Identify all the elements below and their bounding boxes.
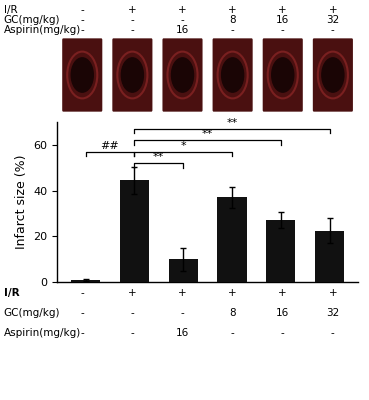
Text: +: + [279,5,287,15]
Text: GC(mg/kg): GC(mg/kg) [4,15,60,25]
Circle shape [222,58,244,92]
Text: +: + [228,288,237,298]
Text: 16: 16 [276,308,289,318]
FancyBboxPatch shape [213,38,253,112]
Circle shape [172,58,193,92]
Text: +: + [128,288,137,298]
Text: 16: 16 [176,328,189,338]
Text: GC(mg/kg): GC(mg/kg) [4,308,60,318]
Text: -: - [131,328,134,338]
Text: 16: 16 [276,15,289,25]
Circle shape [322,58,344,92]
Bar [266,220,296,282]
Text: -: - [281,25,284,35]
Text: -: - [80,288,84,298]
Text: +: + [178,288,187,298]
Text: ##: ## [100,141,119,151]
FancyBboxPatch shape [162,38,203,112]
FancyBboxPatch shape [263,38,303,112]
Text: +: + [228,5,237,15]
Text: +: + [178,5,187,15]
Circle shape [71,58,93,92]
Text: I/R: I/R [4,288,19,298]
Text: 8: 8 [229,15,236,25]
Text: -: - [181,15,184,25]
FancyBboxPatch shape [62,38,102,112]
Text: +: + [328,288,337,298]
Text: 16: 16 [176,25,189,35]
Text: -: - [331,25,335,35]
Text: -: - [331,328,335,338]
Text: 32: 32 [326,308,339,318]
Bar [169,259,198,282]
Text: **: ** [226,118,238,128]
Text: Aspirin(mg/kg): Aspirin(mg/kg) [4,328,81,338]
Text: -: - [231,25,234,35]
FancyBboxPatch shape [112,38,152,112]
Text: **: ** [202,129,213,139]
Text: -: - [80,25,84,35]
Text: Aspirin(mg/kg): Aspirin(mg/kg) [4,25,81,35]
Text: -: - [131,25,134,35]
Text: *: * [180,141,186,151]
FancyBboxPatch shape [313,38,353,112]
Circle shape [121,58,144,92]
Bar [217,198,246,282]
Text: -: - [131,15,134,25]
Text: -: - [181,308,184,318]
Text: -: - [131,308,134,318]
Text: 32: 32 [326,15,339,25]
Text: -: - [80,15,84,25]
Text: 8: 8 [229,308,236,318]
Y-axis label: Infarct size (%): Infarct size (%) [15,155,28,249]
Text: +: + [128,5,137,15]
Bar [71,280,100,282]
Text: +: + [279,288,287,298]
Circle shape [272,58,294,92]
Text: -: - [281,328,284,338]
Text: -: - [231,328,234,338]
Bar [315,230,344,282]
Text: I/R: I/R [4,5,17,15]
Text: -: - [80,308,84,318]
Text: +: + [328,5,337,15]
Bar [120,180,149,282]
Text: **: ** [153,152,164,162]
Text: -: - [80,5,84,15]
Text: -: - [80,328,84,338]
